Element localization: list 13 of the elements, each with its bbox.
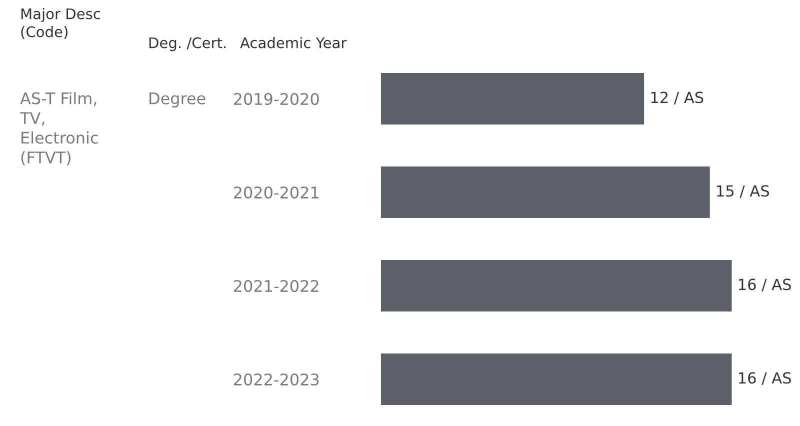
- y-tick-label: 2021-2022: [234, 280, 318, 292]
- y-tick-label: 2019-2020: [234, 92, 319, 106]
- text: AS-T Film, TV, Electronic (FTVT): [20, 92, 98, 166]
- data-label: 15 / AS: [717, 185, 769, 198]
- text: Major Desc (Code): [21, 8, 100, 39]
- y-tick-label: 2022-2023: [234, 373, 319, 386]
- data-label: 16 / AS: [738, 372, 791, 385]
- text: Academic Year: [240, 37, 347, 48]
- text: Deg. /Cert.: [149, 37, 226, 52]
- y-tick-label: 2020-2021: [234, 186, 318, 199]
- text: Degree: [150, 92, 206, 108]
- data-label: 12 / AS: [651, 92, 704, 104]
- data-label: 16 / AS: [738, 278, 791, 292]
